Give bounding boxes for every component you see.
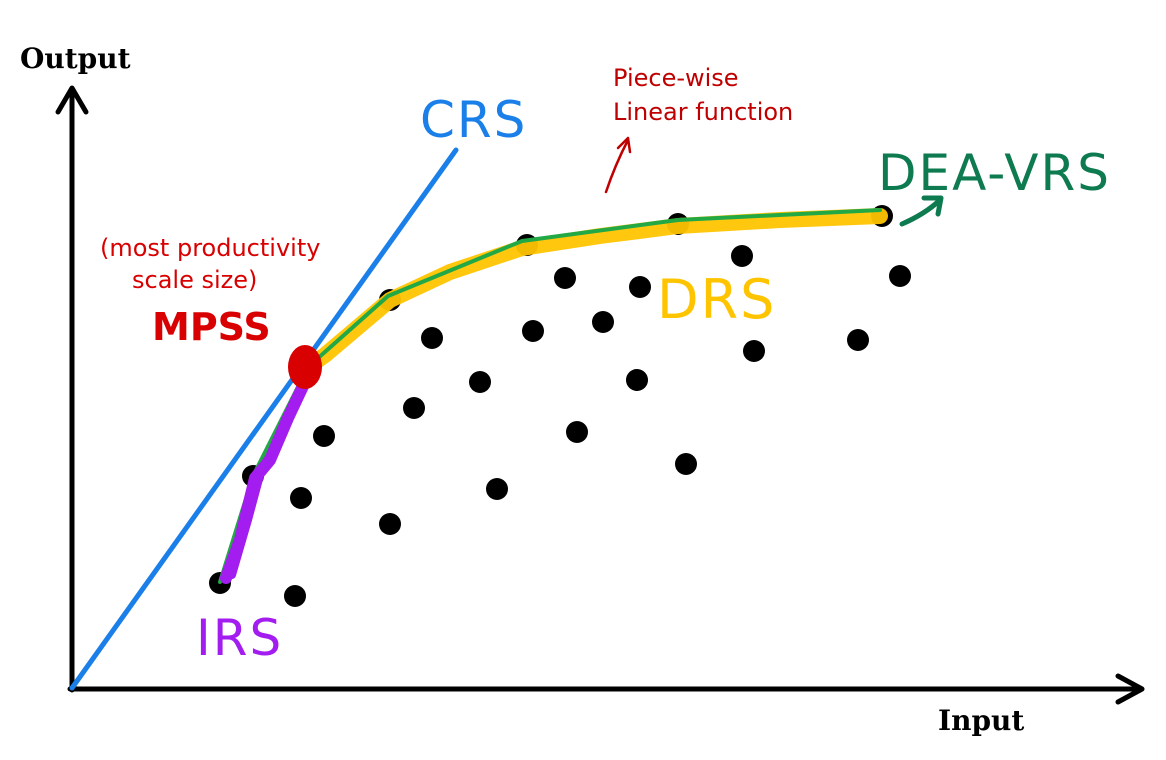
data-point — [469, 371, 491, 393]
data-points — [209, 205, 911, 607]
x-axis-title: Input — [938, 704, 1024, 737]
mpss-point — [288, 345, 322, 389]
y-axis-arrowhead — [55, 85, 89, 115]
data-point — [626, 369, 648, 391]
mpss-note-line2: scale size) — [132, 266, 257, 294]
data-point — [313, 425, 335, 447]
data-point — [847, 329, 869, 351]
dea-vrs-pointer-arrow — [899, 197, 943, 227]
data-point — [421, 327, 443, 349]
piecewise-label-line2: Linear function — [613, 98, 793, 126]
axes: Output Input — [20, 42, 1145, 737]
piecewise-label-line1: Piece-wise — [613, 64, 739, 92]
data-point — [403, 397, 425, 419]
drs-label: DRS — [657, 268, 776, 331]
data-point — [731, 245, 753, 267]
mpss-label: MPSS — [152, 305, 271, 349]
data-point — [522, 320, 544, 342]
data-point — [889, 265, 911, 287]
piecewise-pointer-arrowhead — [616, 136, 632, 154]
drs-segment — [300, 208, 888, 375]
data-point — [743, 340, 765, 362]
data-point — [554, 267, 576, 289]
data-point — [486, 478, 508, 500]
data-point — [379, 513, 401, 535]
crs-line — [69, 147, 459, 691]
crs-label: CRS — [420, 91, 527, 149]
x-axis-arrowhead — [1115, 673, 1145, 705]
piecewise-pointer-arrow — [604, 138, 630, 194]
dea-vrs-pointer-arrowhead — [921, 195, 944, 217]
data-point — [592, 311, 614, 333]
data-point — [290, 487, 312, 509]
y-axis-title: Output — [20, 42, 131, 75]
data-point — [284, 585, 306, 607]
mpss-note-line1: (most productivity — [100, 234, 320, 262]
irs-segment-stroke — [228, 391, 304, 579]
dea-vrs-label: DEA-VRS — [878, 144, 1111, 202]
data-point — [629, 276, 651, 298]
irs-label: IRS — [196, 609, 283, 667]
data-point — [566, 421, 588, 443]
dea-vrs-frontier — [218, 208, 882, 584]
data-point — [675, 453, 697, 475]
